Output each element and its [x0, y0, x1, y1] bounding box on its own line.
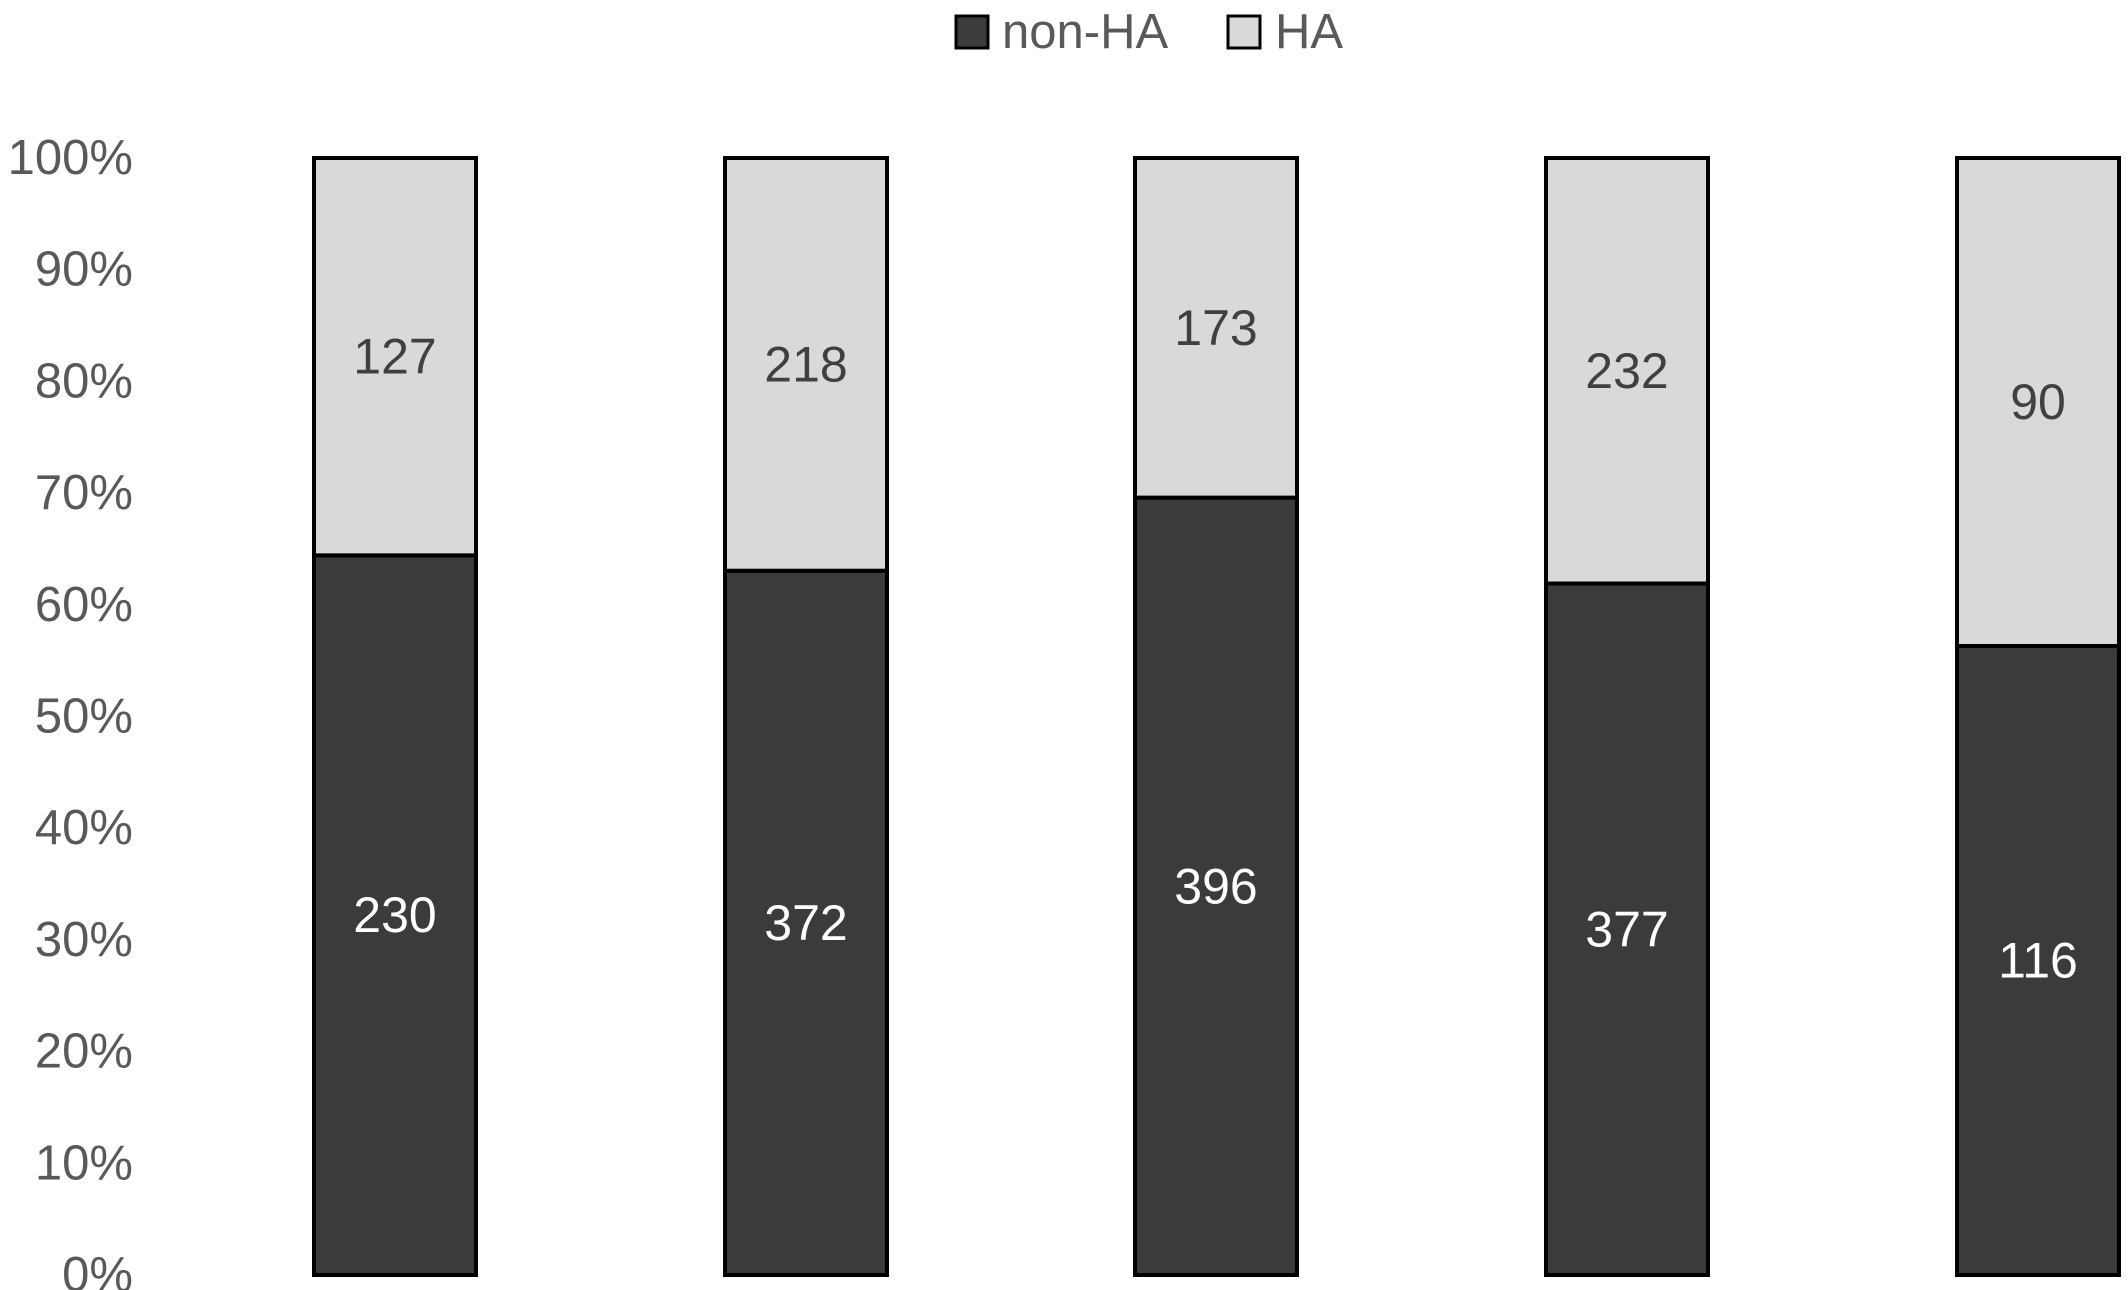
- data-label-ha: 232: [1585, 343, 1668, 399]
- data-label-non-ha: 377: [1585, 901, 1668, 957]
- data-label-non-ha: 396: [1174, 858, 1257, 914]
- y-tick-label: 20%: [35, 1025, 133, 1079]
- bar-segment-ha: [1955, 156, 2121, 649]
- bar-segment-ha: [723, 156, 889, 573]
- bar-segment-non-ha: [1133, 495, 1299, 1277]
- bar-group: 396 173: [1133, 156, 1299, 1277]
- data-label-ha: 127: [353, 329, 436, 385]
- data-label-ha: 90: [2010, 374, 2066, 430]
- bar-segment-non-ha: [1955, 644, 2121, 1277]
- bars: 230 127 372 218 396 173 377 232 116 90: [312, 156, 2121, 1277]
- y-tick-label: 50%: [35, 690, 133, 744]
- bar-segment-ha: [1133, 156, 1299, 500]
- legend-swatch: [1226, 14, 1262, 50]
- legend-label: HA: [1275, 5, 1343, 59]
- data-label-non-ha: 230: [353, 887, 436, 943]
- data-label-ha: 218: [764, 336, 847, 392]
- legend-item: HA: [1226, 5, 1343, 59]
- legend-label: non-HA: [1002, 5, 1168, 59]
- bar-group: 116 90: [1955, 156, 2121, 1277]
- legend-swatch: [954, 14, 990, 50]
- data-label-non-ha: 372: [764, 895, 847, 951]
- y-axis: 0% 10% 20% 30% 40% 50% 60% 70% 80% 90% 100%: [8, 131, 133, 1290]
- y-tick-label: 30%: [35, 913, 133, 967]
- y-tick-label: 0%: [62, 1248, 133, 1290]
- y-tick-label: 100%: [8, 131, 133, 185]
- legend-item: non-HA: [954, 5, 1168, 59]
- bar-segment-non-ha: [312, 553, 478, 1277]
- bar-group: 230 127: [312, 156, 478, 1277]
- y-tick-label: 80%: [35, 354, 133, 408]
- bar-segment-ha: [1544, 156, 1710, 586]
- legend: non-HA HA: [954, 5, 1343, 59]
- y-tick-label: 90%: [35, 243, 133, 297]
- y-tick-label: 60%: [35, 578, 133, 632]
- bar-group: 372 218: [723, 156, 889, 1277]
- y-tick-label: 40%: [35, 801, 133, 855]
- data-label-non-ha: 116: [1998, 933, 2078, 989]
- y-tick-label: 70%: [35, 466, 133, 520]
- bar-segment-non-ha: [1544, 581, 1710, 1277]
- bar-segment-ha: [312, 156, 478, 558]
- bar-group: 377 232: [1544, 156, 1710, 1277]
- y-tick-label: 10%: [35, 1136, 133, 1190]
- data-label-ha: 173: [1174, 300, 1257, 356]
